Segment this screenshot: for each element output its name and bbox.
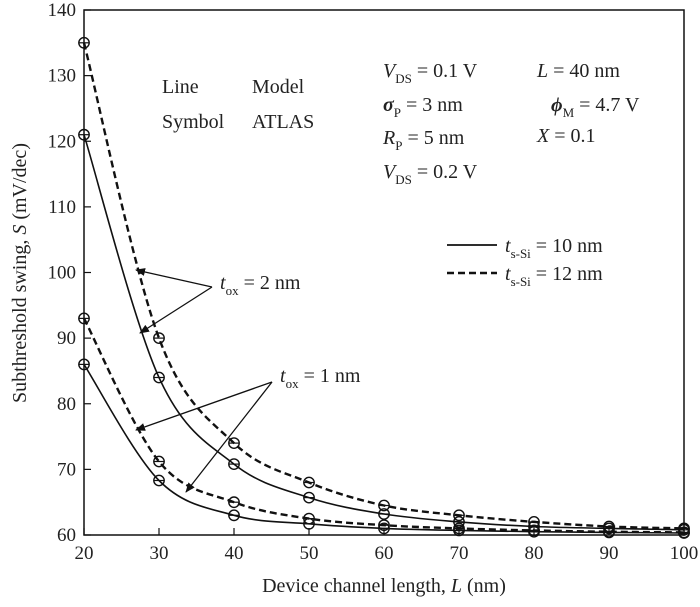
legend-header: Line Model Symbol ATLAS: [162, 76, 314, 133]
x-tick-label: 40: [225, 543, 244, 564]
data-point-s4-50: [303, 512, 315, 525]
x-axis-label: Device channel length, L (nm): [262, 575, 506, 597]
legend-entry-dashed: ts-Si = 12 nm: [505, 263, 603, 289]
param-x: X = 0.1: [536, 125, 596, 147]
parameters: VDS = 0.1 V σP = 3 nm RP = 5 nm VDS = 0.…: [382, 60, 640, 187]
legend-header-atlas: ATLAS: [252, 111, 314, 133]
data-point-s1-20: [78, 128, 90, 141]
series-line-3: [83, 363, 685, 534]
x-tick-label: 20: [75, 543, 94, 564]
tox-annotations: tox = 2 nm tox = 1 nm: [135, 268, 361, 493]
param-phi-m: ϕM = 4.7 V: [551, 94, 640, 120]
data-point-s2-20: [78, 36, 90, 49]
data-point-s2-70: [453, 509, 465, 522]
param-rp: RP = 5 nm: [382, 127, 465, 153]
data-point-s1-70: [453, 516, 465, 528]
y-tick-label: 60: [57, 525, 76, 546]
x-tick-label: 100: [670, 543, 699, 564]
x-tick-label: 30: [150, 543, 169, 564]
legend: ts-Si = 10 nm ts-Si = 12 nm: [447, 235, 603, 289]
x-tick-labels: 20 30 40 50 60 70 80 90 100: [75, 543, 699, 564]
data-point-s3-30: [153, 474, 165, 487]
y-tick-label: 140: [48, 0, 77, 21]
series-markers: [78, 36, 690, 539]
legend-entry-solid: ts-Si = 10 nm: [505, 235, 603, 261]
data-point-s4-70: [453, 522, 465, 535]
data-point-s1-40: [228, 458, 240, 470]
y-tick-label: 70: [57, 459, 76, 480]
data-point-s1-50: [303, 491, 315, 504]
annotation-tox-2nm: tox = 2 nm: [220, 272, 301, 298]
param-sigma-p: σP = 3 nm: [383, 94, 463, 120]
data-point-s1-30: [153, 371, 165, 384]
x-tick-label: 60: [375, 543, 394, 564]
series-lines: [82, 42, 685, 534]
data-point-s1-60: [378, 508, 390, 520]
arrow-tox1-left: [135, 381, 273, 431]
data-point-s4-40: [228, 496, 240, 509]
arrow-tox1-down: [185, 381, 273, 493]
x-tick-label: 90: [600, 543, 619, 564]
annotation-tox-1nm: tox = 1 nm: [280, 365, 361, 391]
series-line-4: [82, 317, 685, 534]
legend-header-model: Model: [252, 76, 305, 98]
data-point-s2-30: [153, 332, 165, 344]
arrow-tox2-upper: [135, 268, 213, 288]
data-point-s3-40: [228, 509, 240, 522]
data-point-s4-20: [78, 312, 90, 325]
arrow-tox2-lower: [139, 286, 213, 334]
y-tick-label: 120: [48, 131, 77, 152]
param-vds-1: VDS = 0.1 V: [383, 60, 478, 86]
series-line-2: [82, 42, 685, 530]
x-tick-label: 70: [450, 543, 469, 564]
y-axis-label: Subthreshold swing, S (mV/dec): [9, 143, 31, 403]
y-tick-labels: 60 70 80 90 100 110 120 130 140: [48, 0, 77, 546]
data-point-s2-50: [303, 476, 315, 489]
data-point-s4-100: [678, 526, 690, 539]
y-tick-label: 90: [57, 328, 76, 349]
data-point-s4-80: [528, 524, 540, 537]
x-tick-label: 50: [300, 543, 319, 564]
x-tick-label: 80: [525, 543, 544, 564]
y-tick-label: 80: [57, 394, 76, 415]
data-point-s4-90: [603, 525, 615, 538]
series-line-1: [83, 134, 685, 531]
legend-header-line: Line: [162, 76, 199, 98]
data-point-s3-20: [78, 358, 90, 371]
data-point-s2-60: [378, 499, 390, 512]
param-vds-2: VDS = 0.2 V: [383, 161, 478, 187]
y-tick-label: 130: [48, 66, 77, 87]
data-point-s2-40: [228, 437, 240, 449]
data-point-s4-60: [378, 519, 390, 532]
y-tick-label: 100: [48, 263, 77, 284]
param-length: L = 40 nm: [536, 60, 620, 82]
y-tick-label: 110: [48, 197, 76, 218]
data-point-s4-30: [153, 455, 165, 468]
legend-header-symbol: Symbol: [162, 111, 225, 133]
